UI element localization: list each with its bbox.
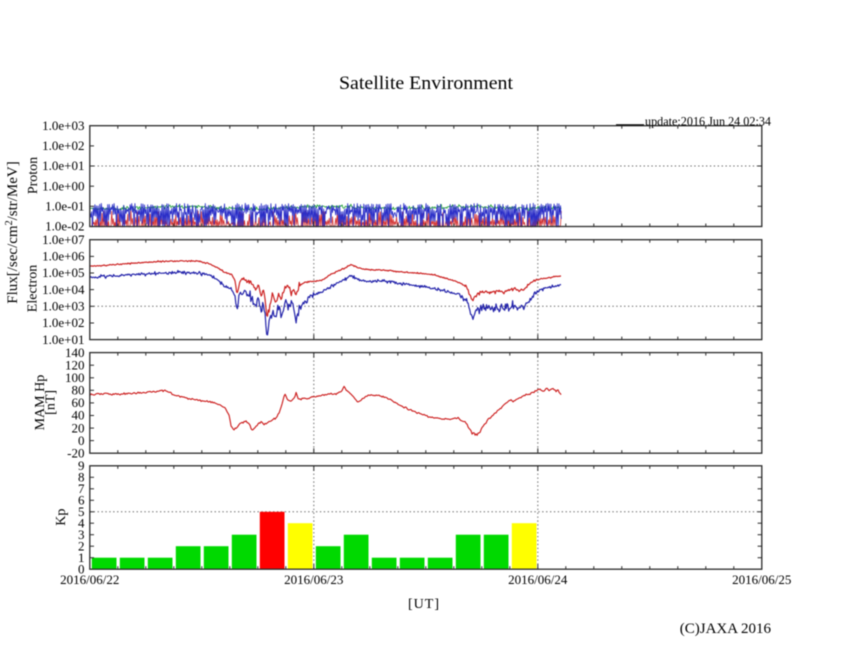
svg-text:[nT]: [nT]	[44, 390, 59, 415]
svg-text:2016/06/23: 2016/06/23	[284, 572, 343, 587]
svg-text:1.0e+04: 1.0e+04	[42, 282, 85, 297]
svg-text:3: 3	[78, 527, 85, 542]
svg-text:-20: -20	[67, 445, 84, 460]
svg-text:Kp: Kp	[54, 509, 69, 526]
svg-text:140: 140	[65, 345, 85, 360]
svg-text:0: 0	[78, 433, 85, 448]
svg-text:1.0e+02: 1.0e+02	[42, 315, 84, 330]
svg-text:1.0e+03: 1.0e+03	[42, 299, 84, 314]
svg-text:0: 0	[78, 561, 85, 576]
svg-text:4: 4	[78, 515, 85, 530]
svg-text:1.0e+05: 1.0e+05	[42, 265, 84, 280]
svg-text:Flux[/sec/cm2/str/MeV]: Flux[/sec/cm2/str/MeV]	[4, 161, 21, 304]
svg-text:Satellite Environment: Satellite Environment	[339, 73, 514, 94]
svg-text:8: 8	[78, 469, 85, 484]
svg-text:[UT]: [UT]	[408, 597, 440, 612]
svg-text:Electron: Electron	[26, 265, 41, 312]
svg-text:Proton: Proton	[26, 157, 41, 194]
svg-text:1: 1	[78, 550, 85, 565]
svg-text:100: 100	[65, 370, 85, 385]
svg-text:80: 80	[72, 383, 85, 398]
svg-text:1.0e+06: 1.0e+06	[42, 249, 85, 264]
svg-text:1.0e+01: 1.0e+01	[42, 158, 84, 173]
svg-text:20: 20	[72, 420, 85, 435]
svg-text:2016/06/22: 2016/06/22	[60, 572, 119, 587]
svg-text:120: 120	[65, 357, 85, 372]
svg-text:2016/06/24: 2016/06/24	[508, 572, 568, 587]
svg-text:2: 2	[78, 538, 85, 553]
svg-text:5: 5	[78, 504, 85, 519]
svg-text:2016/06/25: 2016/06/25	[732, 572, 791, 587]
svg-text:60: 60	[72, 395, 85, 410]
svg-text:1.0e-02: 1.0e-02	[45, 219, 84, 234]
svg-text:1.0e+00: 1.0e+00	[42, 178, 84, 193]
svg-text:1.0e-01: 1.0e-01	[45, 199, 84, 214]
svg-text:update:2016 Jun 24 02:34: update:2016 Jun 24 02:34	[645, 113, 771, 128]
svg-text:1.0e+01: 1.0e+01	[42, 332, 84, 347]
svg-text:MAM Hp: MAM Hp	[33, 375, 48, 431]
svg-text:1.0e+02: 1.0e+02	[42, 138, 84, 153]
svg-text:40: 40	[72, 408, 85, 423]
svg-text:7: 7	[78, 481, 85, 496]
svg-text:1.0e+07: 1.0e+07	[42, 232, 85, 247]
svg-text:(C)JAXA 2016: (C)JAXA 2016	[680, 621, 772, 637]
svg-text:9: 9	[78, 458, 85, 473]
svg-text:1.0e+03: 1.0e+03	[42, 118, 84, 133]
svg-text:6: 6	[78, 492, 85, 507]
